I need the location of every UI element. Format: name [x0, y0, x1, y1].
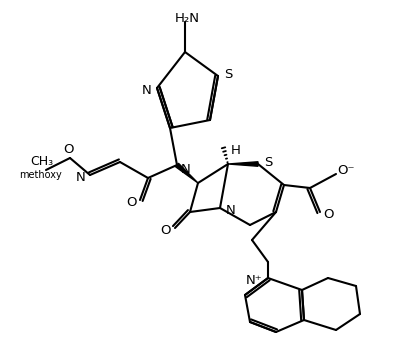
Polygon shape: [176, 163, 198, 183]
Text: N: N: [142, 84, 152, 96]
Text: O: O: [63, 143, 73, 156]
Text: CH₃: CH₃: [30, 154, 54, 167]
Polygon shape: [228, 162, 258, 166]
Text: N⁺: N⁺: [246, 274, 262, 287]
Text: H: H: [231, 144, 241, 157]
Text: S: S: [264, 156, 272, 168]
Text: methoxy: methoxy: [18, 170, 61, 180]
Text: O⁻: O⁻: [337, 163, 355, 176]
Text: H₂N: H₂N: [174, 12, 199, 24]
Text: S: S: [224, 68, 232, 81]
Text: O: O: [323, 207, 333, 220]
Text: O: O: [126, 195, 136, 208]
Text: N: N: [181, 162, 191, 176]
Text: N: N: [226, 203, 236, 216]
Text: O: O: [160, 224, 170, 237]
Text: N: N: [76, 171, 86, 184]
